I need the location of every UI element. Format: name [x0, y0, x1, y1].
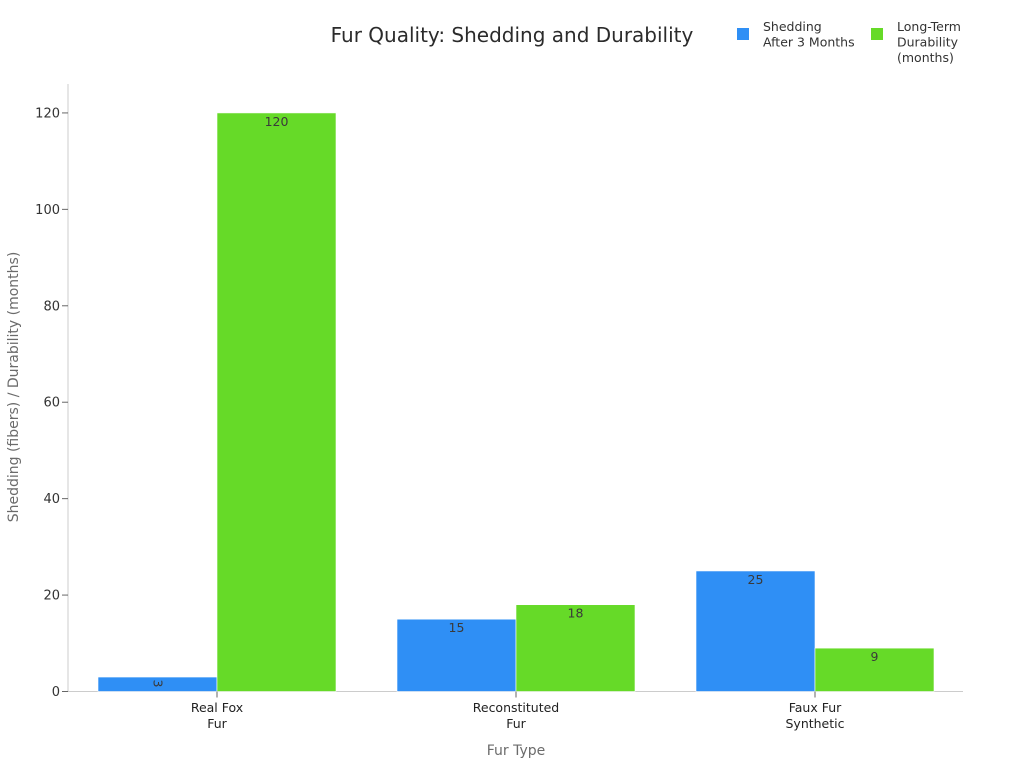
data-label: 15 — [449, 620, 465, 635]
x-tick-label-line: Fur — [506, 716, 526, 731]
data-label: 3 — [151, 680, 166, 688]
bar — [695, 570, 816, 692]
legend-label-line: Durability — [897, 35, 959, 50]
y-axis-title: Shedding (fibers) / Durability (months) — [6, 252, 22, 523]
y-tick-label: 40 — [43, 492, 60, 507]
x-tick-label: Real Fox Fur — [191, 700, 243, 731]
y-tick-label: 120 — [35, 106, 60, 121]
y-tick-label: 100 — [35, 203, 60, 218]
x-tick-label-line: Real Fox — [191, 700, 243, 715]
data-label: 9 — [871, 649, 879, 664]
bar — [216, 112, 337, 692]
chart-title: Fur Quality: Shedding and Durability — [331, 23, 694, 47]
legend-label-line: Long-Term — [897, 19, 961, 34]
x-axis-title: Fur Type — [487, 743, 546, 759]
y-tick-label: 80 — [43, 299, 60, 314]
legend-label: Long-Term Durability (months) — [897, 19, 961, 65]
legend: Shedding After 3 Months Long-Term Durabilit… — [737, 19, 961, 65]
bar — [515, 604, 636, 692]
legend-label-line: (months) — [897, 50, 954, 65]
data-label: 18 — [568, 606, 584, 621]
y-tick-label: 0 — [52, 685, 60, 700]
x-tick-label: Reconstituted Fur — [473, 700, 560, 731]
x-tick-label-line: Faux Fur — [789, 700, 842, 715]
legend-label: Shedding After 3 Months — [763, 19, 855, 50]
bar — [396, 618, 517, 692]
legend-label-line: After 3 Months — [763, 35, 855, 50]
x-tick-label-line: Fur — [207, 716, 227, 731]
data-label: 120 — [265, 114, 289, 129]
x-tick-label: Faux Fur Synthetic — [785, 700, 844, 731]
x-tick-label-line: Reconstituted — [473, 700, 560, 715]
y-tick-label: 20 — [43, 589, 60, 604]
legend-swatch — [871, 28, 883, 40]
bar — [814, 647, 935, 692]
legend-swatch — [737, 28, 749, 40]
x-tick-label-line: Synthetic — [785, 716, 844, 731]
y-tick-label: 60 — [43, 396, 60, 411]
data-label: 25 — [748, 572, 764, 587]
legend-label-line: Shedding — [763, 19, 822, 34]
